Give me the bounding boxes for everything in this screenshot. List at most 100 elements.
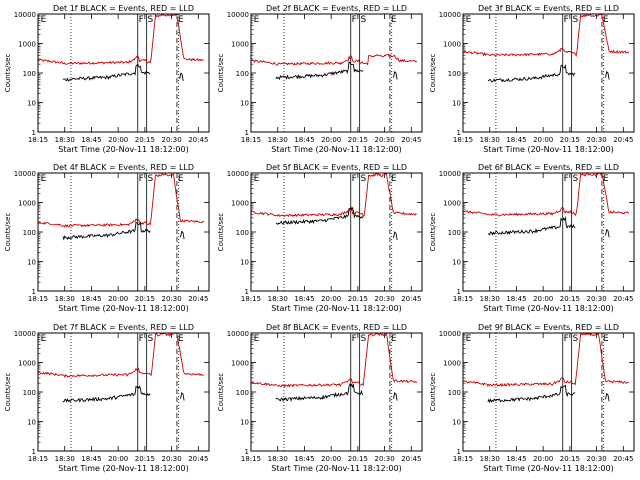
x-tick-label: 20:45 bbox=[188, 455, 208, 463]
x-tick-label: 20:00 bbox=[321, 455, 341, 463]
flag-label: F bbox=[139, 174, 144, 184]
series-lld bbox=[462, 332, 629, 388]
panel-det-7: Det 7f BLACK = Events, RED = LLD Counts/s… bbox=[4, 323, 210, 473]
x-tick-label: 20:30 bbox=[375, 295, 395, 303]
y-tick-label: 10000 bbox=[439, 170, 461, 178]
x-tick-label: 18:45 bbox=[506, 136, 526, 144]
x-tick-label: 20:00 bbox=[108, 455, 128, 463]
flag-label: S bbox=[361, 334, 367, 344]
panel-det-8: Det 8f BLACK = Events, RED = LLD Counts/s… bbox=[217, 323, 423, 473]
plot-frame bbox=[462, 332, 635, 452]
flag-label: S bbox=[573, 334, 579, 344]
x-tick-label: 20:00 bbox=[533, 295, 553, 303]
y-axis-label: Counts/sec bbox=[429, 373, 437, 412]
y-tick-label: 10000 bbox=[439, 330, 461, 338]
y-axis-label: Counts/sec bbox=[4, 54, 12, 93]
y-tick-label: 1000 bbox=[18, 41, 36, 49]
x-tick-label: 20:30 bbox=[162, 295, 182, 303]
y-tick-label: 10 bbox=[27, 419, 36, 427]
x-tick-label: 18:15 bbox=[453, 455, 473, 463]
y-tick-label: 10 bbox=[452, 100, 461, 108]
y-tick-label: 1 bbox=[457, 129, 461, 137]
panel-title: Det 6f BLACK = Events, RED = LLD bbox=[478, 163, 619, 172]
flag-label: S bbox=[573, 174, 579, 184]
flag-label: E bbox=[391, 15, 397, 25]
y-tick-label: 1 bbox=[32, 448, 36, 456]
x-tick-label: 18:30 bbox=[480, 295, 500, 303]
series-lld bbox=[250, 53, 418, 66]
panel-det-3: Det 3f BLACK = Events, RED = LLD Counts/s… bbox=[429, 4, 635, 154]
x-tick-label: 18:30 bbox=[480, 455, 500, 463]
x-axis-label: Start Time (20-Nov-11 18:12:00) bbox=[58, 304, 188, 313]
series-events-after bbox=[179, 72, 184, 81]
flag-label: E bbox=[254, 334, 260, 344]
plot-frame bbox=[462, 13, 635, 133]
flag-label: E bbox=[391, 334, 397, 344]
panel-title: Det 3f BLACK = Events, RED = LLD bbox=[478, 4, 619, 13]
x-tick-label: 20:30 bbox=[375, 136, 395, 144]
x-axis-label: Start Time (20-Nov-11 18:12:00) bbox=[58, 464, 188, 473]
y-tick-label: 1000 bbox=[231, 41, 249, 49]
x-tick-label: 18:15 bbox=[241, 455, 261, 463]
series-events bbox=[487, 384, 576, 404]
y-tick-label: 1 bbox=[32, 129, 36, 137]
series-events-after bbox=[393, 70, 398, 80]
series-events bbox=[62, 63, 151, 82]
y-tick-label: 10000 bbox=[14, 11, 36, 19]
y-axis-label: Counts/sec bbox=[217, 54, 225, 93]
x-tick-label: 18:15 bbox=[453, 295, 473, 303]
series-events bbox=[62, 221, 151, 241]
y-tick-label: 10000 bbox=[14, 330, 36, 338]
x-tick-label: 20:00 bbox=[533, 136, 553, 144]
flag-label: E bbox=[41, 334, 47, 344]
y-tick-label: 1000 bbox=[18, 200, 36, 208]
x-tick-label: 20:15 bbox=[560, 455, 580, 463]
flag-label: E bbox=[41, 174, 47, 184]
panel-title: Det 9f BLACK = Events, RED = LLD bbox=[478, 323, 619, 332]
y-tick-label: 1 bbox=[457, 448, 461, 456]
series-events-after bbox=[393, 392, 398, 401]
y-tick-label: 1000 bbox=[443, 41, 461, 49]
x-tick-label: 20:15 bbox=[135, 295, 155, 303]
y-tick-label: 100 bbox=[236, 229, 249, 237]
x-tick-label: 20:00 bbox=[321, 136, 341, 144]
x-axis-label: Start Time (20-Nov-11 18:12:00) bbox=[483, 464, 613, 473]
y-tick-label: 1 bbox=[245, 288, 249, 296]
x-tick-label: 20:30 bbox=[587, 455, 607, 463]
x-tick-label: 18:45 bbox=[81, 295, 101, 303]
panel-det-9: Det 9f BLACK = Events, RED = LLD Counts/s… bbox=[429, 323, 635, 473]
x-tick-label: 18:30 bbox=[268, 136, 288, 144]
series-events bbox=[275, 383, 364, 402]
y-tick-label: 10000 bbox=[14, 170, 36, 178]
flag-label: S bbox=[361, 15, 367, 25]
x-tick-label: 20:30 bbox=[587, 136, 607, 144]
x-tick-label: 20:45 bbox=[401, 455, 421, 463]
x-tick-label: 20:30 bbox=[375, 455, 395, 463]
x-tick-label: 18:15 bbox=[241, 136, 261, 144]
flag-label: S bbox=[361, 174, 367, 184]
y-axis-label: Counts/sec bbox=[217, 373, 225, 412]
panel-det-5: Det 5f BLACK = Events, RED = LLD Counts/s… bbox=[217, 163, 423, 313]
plot-frame bbox=[37, 13, 210, 133]
panel-title: Det 1f BLACK = Events, RED = LLD bbox=[53, 4, 194, 13]
flag-label: F bbox=[139, 15, 144, 25]
flag-label: E bbox=[603, 174, 609, 184]
y-tick-label: 10000 bbox=[227, 330, 249, 338]
flag-label: F bbox=[352, 15, 357, 25]
x-axis-label: Start Time (20-Nov-11 18:12:00) bbox=[271, 304, 401, 313]
y-axis-label: Counts/sec bbox=[429, 54, 437, 93]
x-tick-label: 20:45 bbox=[613, 136, 633, 144]
x-axis-label: Start Time (20-Nov-11 18:12:00) bbox=[271, 464, 401, 473]
y-tick-label: 1000 bbox=[231, 200, 249, 208]
flag-label: E bbox=[466, 334, 472, 344]
panel-det-1: Det 1f BLACK = Events, RED = LLD Counts/s… bbox=[4, 4, 210, 154]
y-tick-label: 1000 bbox=[18, 360, 36, 368]
x-tick-label: 18:45 bbox=[81, 455, 101, 463]
flag-label: E bbox=[391, 174, 397, 184]
series-events-after bbox=[180, 392, 185, 401]
flag-label: E bbox=[254, 15, 260, 25]
y-tick-label: 100 bbox=[448, 389, 461, 397]
y-tick-label: 10000 bbox=[227, 170, 249, 178]
panel-title: Det 8f BLACK = Events, RED = LLD bbox=[266, 323, 407, 332]
